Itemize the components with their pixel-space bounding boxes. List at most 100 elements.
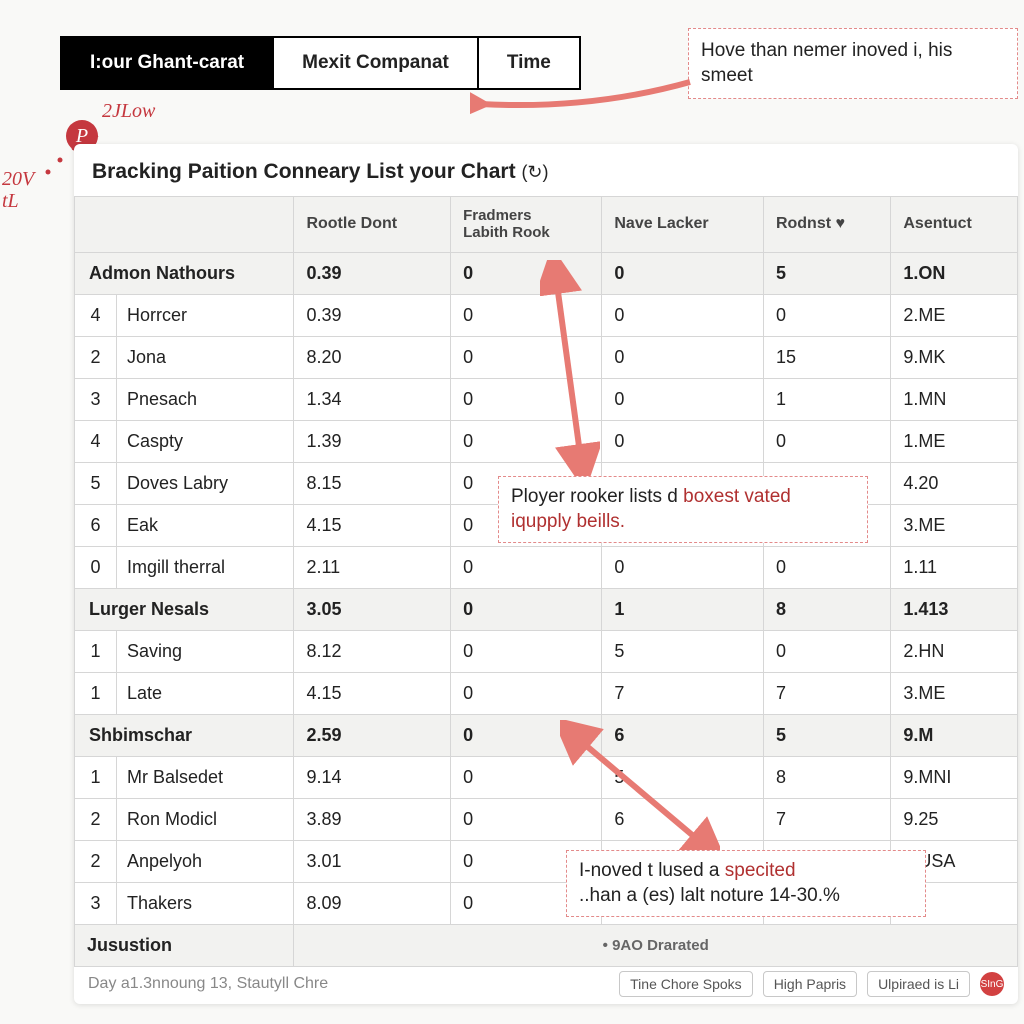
row-name: Eak	[117, 504, 294, 546]
table-header-row: Rootle Dont FradmersLabith Rook Nave Lac…	[75, 197, 1018, 253]
table-group-row[interactable]: Lurger Nesals3.050181.413	[75, 588, 1018, 630]
cell: 0	[602, 252, 764, 294]
table-row[interactable]: 1Late4.150773.ME	[75, 672, 1018, 714]
row-index: 4	[75, 294, 117, 336]
cell: 2.ME	[891, 294, 1018, 336]
cell: 0	[451, 672, 602, 714]
table-group-row[interactable]: Shbimschar2.590659.M	[75, 714, 1018, 756]
cell: 9.MNI	[891, 756, 1018, 798]
heart-icon: ♥	[836, 215, 846, 232]
row-index: 4	[75, 420, 117, 462]
row-name: Ron Modicl	[117, 798, 294, 840]
cell: 1	[763, 378, 890, 420]
cell: 1.39	[294, 420, 451, 462]
bottom-bar: Day a1.3nnoung 13, Stautyll Chre Tine Ch…	[74, 964, 1018, 1004]
cell: 7	[763, 672, 890, 714]
cell: 4.20	[891, 462, 1018, 504]
row-name: Doves Labry	[117, 462, 294, 504]
cell: 4.15	[294, 672, 451, 714]
table-row[interactable]: 1Mr Balsedet9.140589.MNI	[75, 756, 1018, 798]
col-rodnst[interactable]: Rodnst ♥	[763, 197, 890, 253]
handwriting-side: 20VtL	[2, 168, 34, 212]
cell: 1.11	[891, 546, 1018, 588]
tab-hour-chart[interactable]: I:our Ghant-carat	[62, 38, 274, 88]
cell: 0	[602, 336, 764, 378]
cell: 1.ON	[891, 252, 1018, 294]
row-name: Late	[117, 672, 294, 714]
cell: 8.12	[294, 630, 451, 672]
status-text: Day a1.3nnoung 13, Stautyll Chre	[88, 975, 328, 993]
cell: 0.39	[294, 252, 451, 294]
callout-note-mid: Ployer rooker lists d boxest vated iqupp…	[498, 476, 868, 543]
cell: 3.05	[294, 588, 451, 630]
table-row[interactable]: 0Imgill therral2.110001.11	[75, 546, 1018, 588]
row-index: 1	[75, 630, 117, 672]
arrow-callout-mid	[540, 260, 600, 480]
refresh-icon[interactable]: (↻)	[521, 162, 548, 182]
cell: 8	[763, 588, 890, 630]
cell: 8.20	[294, 336, 451, 378]
row-index: 6	[75, 504, 117, 546]
row-name: Thakers	[117, 882, 294, 924]
cell: 1.34	[294, 378, 451, 420]
row-name: Pnesach	[117, 378, 294, 420]
row-index: 3	[75, 378, 117, 420]
cell: 0.39	[294, 294, 451, 336]
cell: 0	[451, 588, 602, 630]
cell: 0	[602, 546, 764, 588]
cell: 9.25	[891, 798, 1018, 840]
cell: 15	[763, 336, 890, 378]
arrow-callout-top	[470, 72, 700, 122]
col-fradmers[interactable]: FradmersLabith Rook	[451, 197, 602, 253]
group-label: Lurger Nesals	[75, 588, 294, 630]
cell: 0	[763, 546, 890, 588]
cell: 1	[602, 588, 764, 630]
group-label: Admon Nathours	[75, 252, 294, 294]
cell: 1.MN	[891, 378, 1018, 420]
row-name: Saving	[117, 630, 294, 672]
cell: 7	[763, 798, 890, 840]
cell: 0	[602, 378, 764, 420]
cell: 5	[763, 714, 890, 756]
row-index: 3	[75, 882, 117, 924]
panel-title-text: Bracking Paition Conneary List your Char…	[92, 160, 516, 183]
col-asentuct[interactable]: Asentuct	[891, 197, 1018, 253]
red-dot-icon[interactable]: SInG	[980, 972, 1004, 996]
row-index: 0	[75, 546, 117, 588]
footer-note: • 9AO Drarated	[294, 924, 1018, 966]
callout-note-top: Hove than nemer inoved i, his smeet	[688, 28, 1018, 99]
row-name: Horrcer	[117, 294, 294, 336]
row-index: 1	[75, 672, 117, 714]
cell: 8	[763, 756, 890, 798]
cell: 4.15	[294, 504, 451, 546]
btn-high[interactable]: High Papris	[763, 971, 857, 997]
cell: 2.59	[294, 714, 451, 756]
cell: 2.11	[294, 546, 451, 588]
row-index: 5	[75, 462, 117, 504]
cell: 1.ME	[891, 420, 1018, 462]
row-index: 2	[75, 840, 117, 882]
row-name: Jona	[117, 336, 294, 378]
tab-mexit[interactable]: Mexit Companat	[274, 38, 479, 88]
cell: 8.15	[294, 462, 451, 504]
col-nave[interactable]: Nave Lacker	[602, 197, 764, 253]
row-index: 1	[75, 756, 117, 798]
cell: 7	[602, 672, 764, 714]
cell: 3.89	[294, 798, 451, 840]
footer-label: Jusustion	[75, 924, 294, 966]
btn-ulpiraed[interactable]: Ulpiraed is Li	[867, 971, 970, 997]
cell: 9.M	[891, 714, 1018, 756]
row-name: Anpelyoh	[117, 840, 294, 882]
col-rootle[interactable]: Rootle Dont	[294, 197, 451, 253]
handwriting-top: 2JLow	[102, 100, 155, 123]
cell: 9.14	[294, 756, 451, 798]
table-row[interactable]: 1Saving8.120502.HN	[75, 630, 1018, 672]
row-index: 2	[75, 336, 117, 378]
row-name: Mr Balsedet	[117, 756, 294, 798]
cell: 0	[602, 294, 764, 336]
cell: 0	[763, 630, 890, 672]
table-row[interactable]: 2Ron Modicl3.890679.25	[75, 798, 1018, 840]
btn-chore[interactable]: Tine Chore Spoks	[619, 971, 753, 997]
cell: 5	[763, 252, 890, 294]
cell: 9.MK	[891, 336, 1018, 378]
